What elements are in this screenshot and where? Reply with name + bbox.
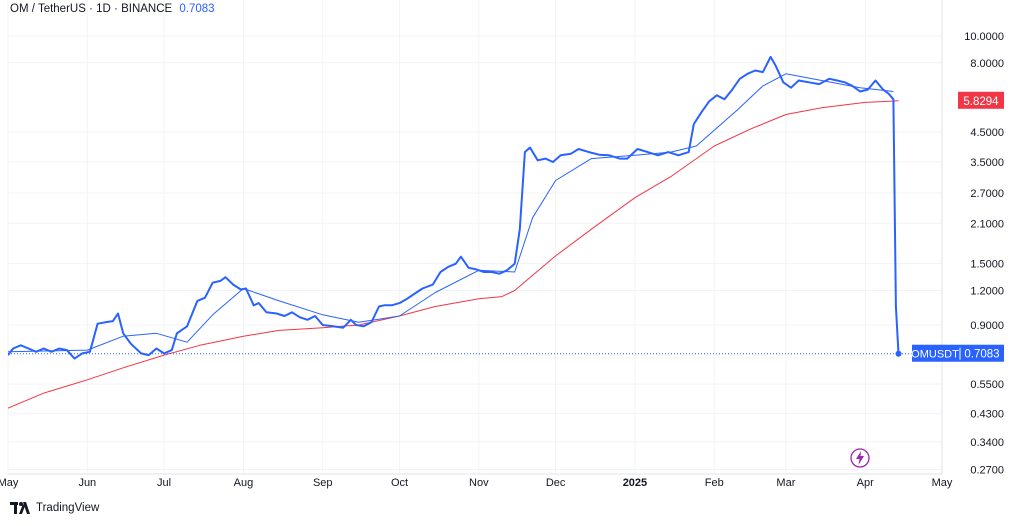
current-symbol-label: OMUSDT <box>911 349 959 361</box>
x-tick-label: Oct <box>391 477 408 489</box>
x-tick-label: Nov <box>469 477 489 489</box>
price-line <box>8 55 900 360</box>
header-symbol: OM <box>10 3 29 15</box>
x-tick-label: Jun <box>78 477 96 489</box>
x-tick-label: 2025 <box>623 477 647 489</box>
brand-name[interactable]: TradingView <box>36 502 100 514</box>
y-tick-label: 0.4300 <box>970 409 1004 421</box>
y-tick-label: 0.2700 <box>970 464 1004 476</box>
chart-header: OM / TetherUS · 1D · BINANCE 0.7083 <box>10 3 215 15</box>
moving-average-slow-line <box>8 100 899 409</box>
y-tick-label: 2.1000 <box>970 218 1004 230</box>
y-tick-label: 1.5000 <box>970 259 1004 271</box>
current-price-label-bg <box>912 344 1004 362</box>
x-tick-label: Dec <box>546 477 566 489</box>
y-tick-label: 10.0000 <box>964 31 1004 43</box>
chart-grid <box>7 0 943 474</box>
ma-price-label: 5.8294 <box>963 96 999 108</box>
header-separator: · <box>114 3 118 15</box>
current-price-label: 0.7083 <box>964 349 999 361</box>
x-tick-label: May <box>0 477 19 489</box>
x-tick-label: Mar <box>776 477 795 489</box>
header-separator: · <box>89 3 93 15</box>
header-last-price: 0.7083 <box>179 3 215 15</box>
tradingview-logo-icon <box>10 502 30 514</box>
header-quote: TetherUS <box>37 3 86 15</box>
x-tick-label: May <box>932 477 953 489</box>
x-tick-label: Feb <box>705 477 724 489</box>
ma-price-label-bg <box>958 91 1004 109</box>
last-price-dot <box>895 350 902 357</box>
y-tick-label: 0.9000 <box>970 320 1004 332</box>
y-tick-label: 0.3400 <box>970 437 1004 449</box>
x-tick-label: Aug <box>234 477 254 489</box>
y-tick-label: 3.5000 <box>970 157 1004 169</box>
y-tick-label: 1.2000 <box>970 285 1004 297</box>
header-interval: 1D <box>96 3 111 15</box>
footer: TradingView <box>10 502 99 514</box>
x-tick-label: Apr <box>857 477 874 489</box>
y-tick-label: 8.0000 <box>970 58 1004 70</box>
x-tick-label: Jul <box>157 477 171 489</box>
y-tick-label: 2.7000 <box>970 188 1004 200</box>
lightning-bolt-icon[interactable] <box>850 448 870 468</box>
y-tick-label: 0.5500 <box>970 379 1004 391</box>
x-tick-label: Sep <box>313 477 333 489</box>
header-separator: / <box>31 3 35 15</box>
header-exchange: BINANCE <box>121 3 173 15</box>
moving-average-fast-line <box>8 73 894 353</box>
y-tick-label: 4.5000 <box>970 127 1004 139</box>
